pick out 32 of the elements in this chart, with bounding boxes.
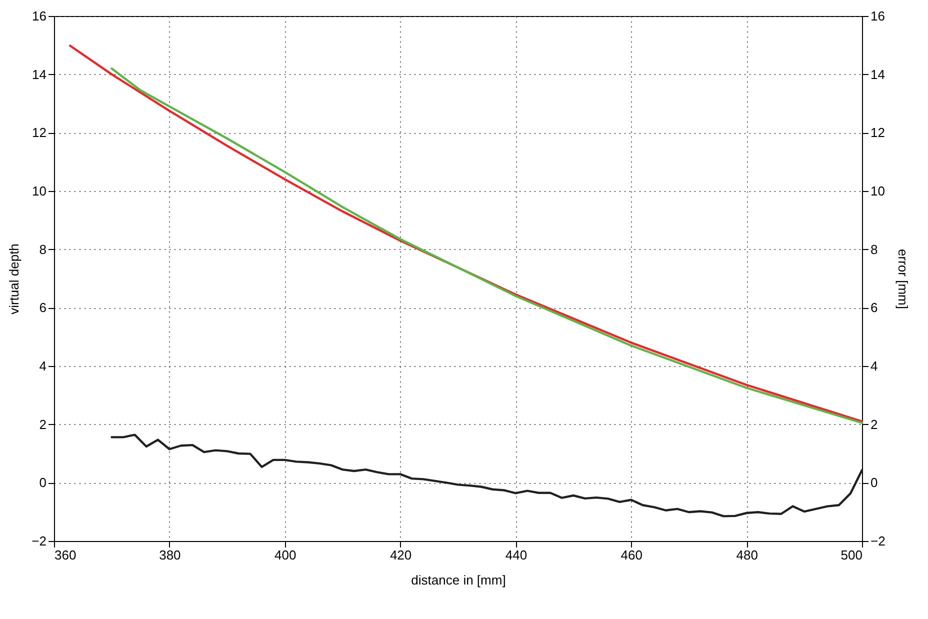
x-tick-label: 400	[274, 548, 296, 562]
y2-tick-label: −2	[870, 534, 886, 548]
y2-tick-label: 2	[870, 416, 878, 432]
y2-tick-label: 8	[870, 242, 878, 257]
y2-tick-label: 16	[870, 8, 885, 24]
y-tick-label: 12	[32, 125, 46, 140]
y-tick-label: 10	[32, 184, 46, 198]
y-tick-label: 14	[32, 66, 46, 82]
y-axis-title: virtual depth	[6, 244, 22, 314]
line-series	[110, 434, 864, 518]
x-tick-label: 500	[840, 548, 862, 562]
y2-tick-label: 0	[870, 475, 878, 490]
x-tick-label: 380	[159, 548, 181, 562]
y2-tick-label: 12	[870, 125, 885, 140]
y-tick-label: 6	[39, 300, 46, 316]
y2-tick-label: 14	[870, 66, 885, 82]
y-tick-label: 16	[32, 8, 46, 24]
x-tick-label: 480	[736, 548, 758, 562]
x-tick-label: 420	[390, 548, 412, 562]
y2-tick-label: 4	[870, 358, 878, 374]
x-tick-label: 440	[505, 548, 528, 562]
y2-tick-label: 10	[870, 184, 885, 198]
y-tick-label: −2	[32, 534, 46, 548]
y-tick-label: 8	[39, 242, 46, 257]
y2-axis-title: error [mm]	[895, 249, 910, 309]
y2-tick-label: 6	[870, 300, 878, 316]
y-tick-label: 2	[39, 416, 46, 432]
y-tick-label: 0	[39, 475, 46, 490]
x-tick-label: 360	[54, 548, 76, 562]
x-axis-title: distance in [mm]	[411, 572, 506, 588]
x-tick-label: 460	[620, 548, 642, 562]
y-tick-label: 4	[39, 358, 46, 374]
